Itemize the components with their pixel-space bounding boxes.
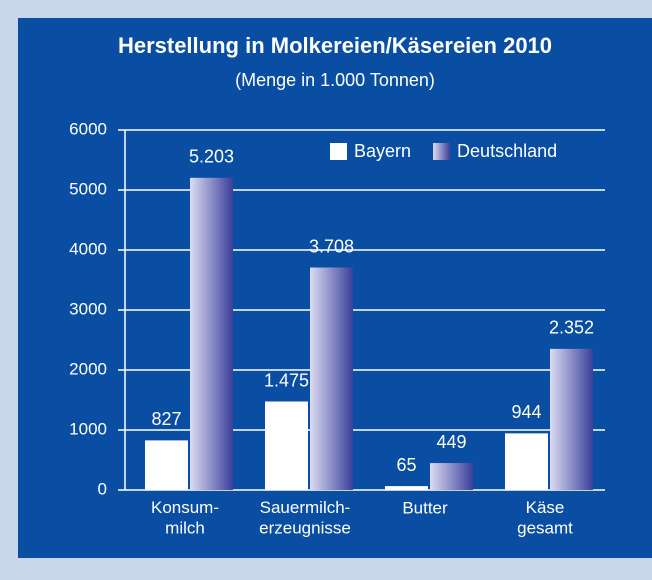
y-tick-label: 6000 [69, 119, 107, 138]
y-tick-label: 1000 [69, 419, 107, 438]
bar [430, 463, 473, 490]
value-label: 449 [436, 432, 466, 452]
bar [505, 433, 548, 490]
y-tick-label: 2000 [69, 359, 107, 378]
value-label: 827 [151, 409, 181, 429]
legend-label: Bayern [354, 141, 411, 161]
x-tick-label: Sauermilch-erzeugnisse [259, 498, 351, 537]
legend-swatch [330, 143, 347, 160]
x-tick-label: Konsum-milch [151, 498, 219, 537]
bar [310, 267, 353, 490]
legend-swatch [433, 143, 451, 160]
value-label: 3.708 [309, 236, 354, 256]
value-label: 944 [511, 402, 541, 422]
value-label: 1.475 [264, 370, 309, 390]
bar [190, 177, 233, 490]
chart-title: Herstellung in Molkereien/Käsereien 2010 [118, 33, 552, 58]
bar [265, 401, 308, 490]
y-tick-label: 3000 [69, 299, 107, 318]
y-tick-label: 5000 [69, 179, 107, 198]
value-label: 5.203 [189, 147, 234, 167]
bar [550, 348, 593, 490]
value-label: 65 [396, 455, 416, 475]
bar [385, 486, 428, 490]
x-tick-label: Butter [402, 498, 448, 517]
y-tick-label: 4000 [69, 239, 107, 258]
legend-label: Deutschland [457, 141, 557, 161]
chart-subtitle: (Menge in 1.000 Tonnen) [235, 70, 435, 90]
value-label: 2.352 [549, 318, 594, 338]
y-tick-label: 0 [98, 479, 107, 498]
x-tick-label: Käse gesamt [517, 498, 573, 537]
bar [145, 440, 188, 490]
